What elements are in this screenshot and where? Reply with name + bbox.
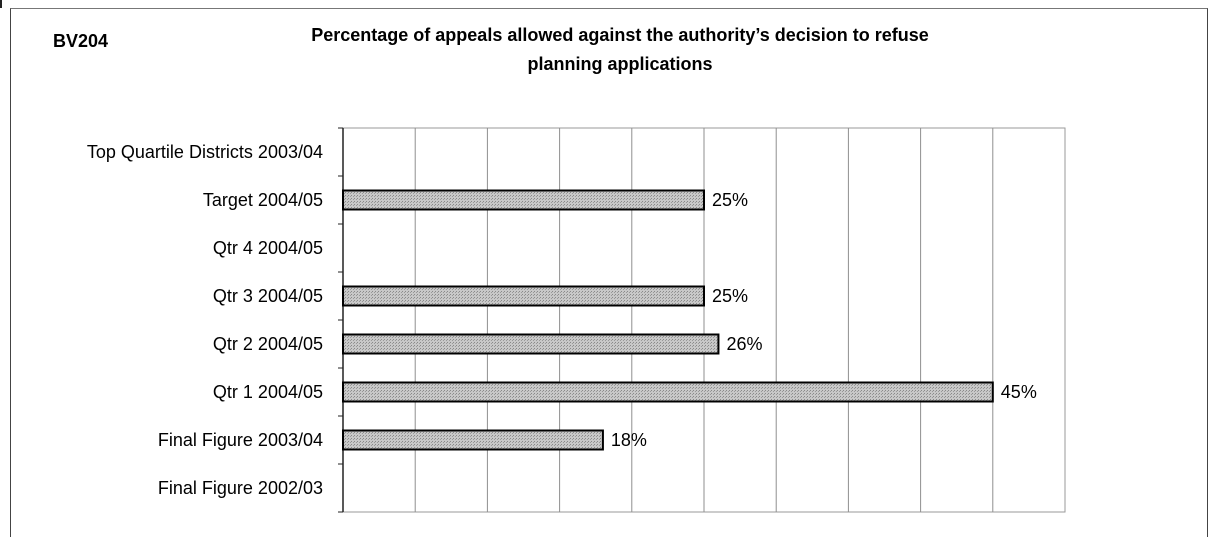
- category-label: Top Quartile Districts 2003/04: [87, 142, 323, 162]
- data-label: 25%: [712, 190, 748, 210]
- category-label: Qtr 2 2004/05: [213, 334, 323, 354]
- chart-title-line-1: Percentage of appeals allowed against th…: [311, 25, 929, 45]
- category-label: Final Figure 2002/03: [158, 478, 323, 498]
- category-label: Qtr 3 2004/05: [213, 286, 323, 306]
- bar: [342, 429, 604, 451]
- frame-edge-mark: [0, 0, 2, 8]
- category-label: Qtr 1 2004/05: [213, 382, 323, 402]
- category-label: Target 2004/05: [203, 190, 323, 210]
- bar: [342, 285, 705, 307]
- chart-frame: [10, 8, 1208, 537]
- data-label: 26%: [726, 334, 762, 354]
- bar: [342, 189, 705, 211]
- data-label: 18%: [611, 430, 647, 450]
- indicator-code: BV204: [53, 31, 109, 51]
- category-label: Qtr 4 2004/05: [213, 238, 323, 258]
- data-label: 25%: [712, 286, 748, 306]
- category-label: Final Figure 2003/04: [158, 430, 323, 450]
- chart-title: Percentage of appeals allowed against th…: [220, 21, 1020, 79]
- chart-title-line-2: planning applications: [527, 54, 713, 74]
- bar: [342, 381, 994, 403]
- data-label: 45%: [1001, 382, 1037, 402]
- bar: [342, 333, 720, 355]
